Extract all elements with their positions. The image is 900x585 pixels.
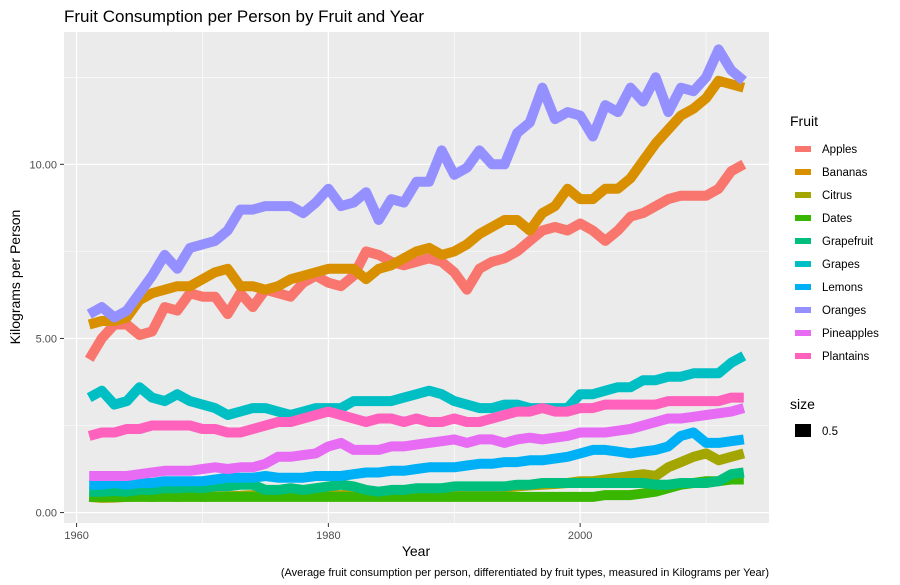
legend-label-bananas: Bananas	[822, 167, 868, 179]
series-line-plantains	[87, 392, 744, 441]
y-axis: 0.00 5.00 10.00	[29, 159, 64, 520]
y-axis-title: Kilograms per Person	[7, 210, 23, 345]
size-legend-title: size	[790, 396, 815, 412]
x-axis: 1960 1980 2000	[64, 523, 592, 542]
legend-label-lemons: Lemons	[822, 282, 863, 294]
series-line-apples	[84, 159, 747, 362]
series-line-lemons	[89, 427, 745, 490]
legend-label-grapefruit: Grapefruit	[822, 236, 874, 248]
series-line-dates	[89, 474, 744, 502]
legend-label-citrus: Citrus	[822, 190, 852, 202]
legend-title: Fruit	[790, 113, 818, 129]
series-lines	[84, 44, 748, 503]
x-tick-label: 2000	[568, 530, 592, 542]
x-tick-label: 1960	[64, 530, 88, 542]
x-axis-title: Year	[402, 543, 431, 559]
size-legend-key	[795, 424, 811, 437]
chart-caption: (Average fruit consumption per person, d…	[281, 567, 769, 579]
size-legend-label: 0.5	[822, 426, 838, 438]
y-tick-label: 10.00	[29, 159, 57, 171]
series-line-bananas	[87, 75, 746, 330]
legend-label-dates: Dates	[822, 213, 852, 225]
size-legend: size 0.5	[790, 396, 838, 438]
legend-label-apples: Apples	[822, 144, 857, 156]
legend: Fruit Apples Bananas Citrus Dates Grapefruit…	[790, 113, 879, 363]
legend-label-pineapples: Pineapples	[822, 328, 879, 340]
y-tick-label: 0.00	[36, 508, 57, 520]
series-line-pineapples	[89, 403, 746, 481]
series-line-grapes	[86, 351, 747, 420]
legend-label-grapes: Grapes	[822, 259, 860, 271]
x-tick-label: 1980	[316, 530, 340, 542]
chart-title: Fruit Consumption per Person by Fruit an…	[64, 7, 424, 26]
legend-label-plantains: Plantains	[822, 351, 870, 363]
legend-items: Apples Bananas Citrus Dates Grapefruit Grapes…	[795, 144, 879, 363]
y-tick-label: 5.00	[36, 333, 57, 345]
series-line-grapefruit	[89, 467, 745, 497]
series-line-oranges	[86, 44, 748, 323]
legend-label-oranges: Oranges	[822, 305, 866, 317]
